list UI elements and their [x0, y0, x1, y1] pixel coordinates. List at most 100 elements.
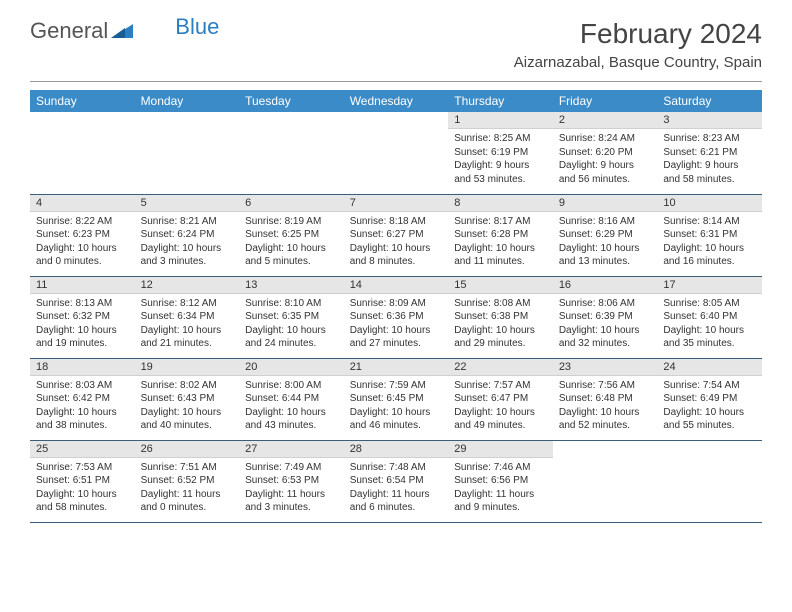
day-header: Saturday: [657, 90, 762, 112]
calendar-cell: 6Sunrise: 8:19 AMSunset: 6:25 PMDaylight…: [239, 194, 344, 276]
day-body: Sunrise: 7:57 AMSunset: 6:47 PMDaylight:…: [448, 376, 553, 435]
day-number: 27: [239, 441, 344, 458]
day-number: 10: [657, 195, 762, 212]
day-ss: Sunset: 6:21 PM: [663, 146, 756, 160]
day-dl2: and 58 minutes.: [663, 173, 756, 187]
day-sr: Sunrise: 7:56 AM: [559, 379, 652, 393]
calendar-cell: 2Sunrise: 8:24 AMSunset: 6:20 PMDaylight…: [553, 112, 658, 194]
day-dl1: Daylight: 10 hours: [559, 406, 652, 420]
day-body: Sunrise: 8:08 AMSunset: 6:38 PMDaylight:…: [448, 294, 553, 353]
day-dl1: Daylight: 9 hours: [454, 159, 547, 173]
day-number: 4: [30, 195, 135, 212]
day-ss: Sunset: 6:39 PM: [559, 310, 652, 324]
day-sr: Sunrise: 8:13 AM: [36, 297, 129, 311]
day-ss: Sunset: 6:53 PM: [245, 474, 338, 488]
day-dl2: and 6 minutes.: [350, 501, 443, 515]
day-dl2: and 24 minutes.: [245, 337, 338, 351]
calendar-table: Sunday Monday Tuesday Wednesday Thursday…: [30, 90, 762, 523]
day-sr: Sunrise: 8:25 AM: [454, 132, 547, 146]
day-dl1: Daylight: 9 hours: [559, 159, 652, 173]
calendar-row: 25Sunrise: 7:53 AMSunset: 6:51 PMDayligh…: [30, 440, 762, 522]
day-body: Sunrise: 8:09 AMSunset: 6:36 PMDaylight:…: [344, 294, 449, 353]
calendar-cell: 29Sunrise: 7:46 AMSunset: 6:56 PMDayligh…: [448, 440, 553, 522]
calendar-cell: [657, 440, 762, 522]
day-ss: Sunset: 6:36 PM: [350, 310, 443, 324]
calendar-cell: 9Sunrise: 8:16 AMSunset: 6:29 PMDaylight…: [553, 194, 658, 276]
day-ss: Sunset: 6:38 PM: [454, 310, 547, 324]
day-ss: Sunset: 6:19 PM: [454, 146, 547, 160]
day-body: Sunrise: 8:06 AMSunset: 6:39 PMDaylight:…: [553, 294, 658, 353]
logo: General Blue: [30, 18, 219, 44]
day-number: 18: [30, 359, 135, 376]
calendar-cell: 27Sunrise: 7:49 AMSunset: 6:53 PMDayligh…: [239, 440, 344, 522]
day-sr: Sunrise: 7:46 AM: [454, 461, 547, 475]
day-dl2: and 19 minutes.: [36, 337, 129, 351]
calendar-cell: 11 Sunrise: 8:13 AMSunset: 6:32 PMDayligh…: [30, 276, 135, 358]
day-dl1: Daylight: 10 hours: [36, 406, 129, 420]
calendar-cell: 26Sunrise: 7:51 AMSunset: 6:52 PMDayligh…: [135, 440, 240, 522]
day-dl1: Daylight: 10 hours: [663, 242, 756, 256]
day-dl1: Daylight: 10 hours: [245, 324, 338, 338]
day-dl2: and 58 minutes.: [36, 501, 129, 515]
day-body: Sunrise: 7:56 AMSunset: 6:48 PMDaylight:…: [553, 376, 658, 435]
day-ss: Sunset: 6:40 PM: [663, 310, 756, 324]
day-ss: Sunset: 6:44 PM: [245, 392, 338, 406]
day-dl2: and 0 minutes.: [36, 255, 129, 269]
day-sr: Sunrise: 8:05 AM: [663, 297, 756, 311]
day-body: Sunrise: 8:03 AMSunset: 6:42 PMDaylight:…: [30, 376, 135, 435]
day-sr: Sunrise: 8:00 AM: [245, 379, 338, 393]
calendar-cell: [30, 112, 135, 194]
day-number: 3: [657, 112, 762, 129]
day-number: 15: [448, 277, 553, 294]
day-ss: Sunset: 6:54 PM: [350, 474, 443, 488]
day-dl1: Daylight: 11 hours: [454, 488, 547, 502]
calendar-cell: 18Sunrise: 8:03 AMSunset: 6:42 PMDayligh…: [30, 358, 135, 440]
day-dl2: and 38 minutes.: [36, 419, 129, 433]
day-dl2: and 49 minutes.: [454, 419, 547, 433]
calendar-cell: 13Sunrise: 8:10 AMSunset: 6:35 PMDayligh…: [239, 276, 344, 358]
title-block: February 2024 Aizarnazabal, Basque Count…: [514, 18, 762, 71]
day-header: Thursday: [448, 90, 553, 112]
day-dl2: and 13 minutes.: [559, 255, 652, 269]
day-dl1: Daylight: 10 hours: [663, 406, 756, 420]
day-number: 11: [30, 277, 135, 294]
calendar-cell: 16Sunrise: 8:06 AMSunset: 6:39 PMDayligh…: [553, 276, 658, 358]
day-body: Sunrise: 8:23 AMSunset: 6:21 PMDaylight:…: [657, 129, 762, 188]
day-dl2: and 46 minutes.: [350, 419, 443, 433]
calendar-row: 11Sunrise: 8:13 AMSunset: 6:32 PMDayligh…: [30, 276, 762, 358]
day-ss: Sunset: 6:42 PM: [36, 392, 129, 406]
day-sr: Sunrise: 7:48 AM: [350, 461, 443, 475]
day-dl1: Daylight: 10 hours: [350, 406, 443, 420]
day-dl2: and 9 minutes.: [454, 501, 547, 515]
day-body: Sunrise: 7:51 AMSunset: 6:52 PMDaylight:…: [135, 458, 240, 517]
day-dl2: and 3 minutes.: [245, 501, 338, 515]
day-number: 1: [448, 112, 553, 129]
location: Aizarnazabal, Basque Country, Spain: [514, 54, 762, 71]
day-ss: Sunset: 6:24 PM: [141, 228, 234, 242]
day-dl1: Daylight: 11 hours: [245, 488, 338, 502]
day-dl1: Daylight: 9 hours: [663, 159, 756, 173]
day-dl1: Daylight: 10 hours: [559, 242, 652, 256]
calendar-cell: [135, 112, 240, 194]
day-body: Sunrise: 8:18 AMSunset: 6:27 PMDaylight:…: [344, 212, 449, 271]
day-ss: Sunset: 6:34 PM: [141, 310, 234, 324]
day-dl1: Daylight: 10 hours: [36, 324, 129, 338]
day-body: Sunrise: 8:19 AMSunset: 6:25 PMDaylight:…: [239, 212, 344, 271]
day-dl1: Daylight: 10 hours: [245, 406, 338, 420]
day-dl2: and 56 minutes.: [559, 173, 652, 187]
calendar-cell: 7Sunrise: 8:18 AMSunset: 6:27 PMDaylight…: [344, 194, 449, 276]
calendar-cell: 28Sunrise: 7:48 AMSunset: 6:54 PMDayligh…: [344, 440, 449, 522]
day-dl1: Daylight: 10 hours: [141, 324, 234, 338]
day-dl2: and 27 minutes.: [350, 337, 443, 351]
day-number: 2: [553, 112, 658, 129]
day-ss: Sunset: 6:47 PM: [454, 392, 547, 406]
day-dl2: and 8 minutes.: [350, 255, 443, 269]
day-ss: Sunset: 6:32 PM: [36, 310, 129, 324]
divider: [30, 81, 762, 82]
calendar-cell: [344, 112, 449, 194]
day-sr: Sunrise: 8:08 AM: [454, 297, 547, 311]
day-sr: Sunrise: 8:22 AM: [36, 215, 129, 229]
logo-triangle-icon: [111, 18, 133, 44]
day-number: 13: [239, 277, 344, 294]
day-dl2: and 52 minutes.: [559, 419, 652, 433]
